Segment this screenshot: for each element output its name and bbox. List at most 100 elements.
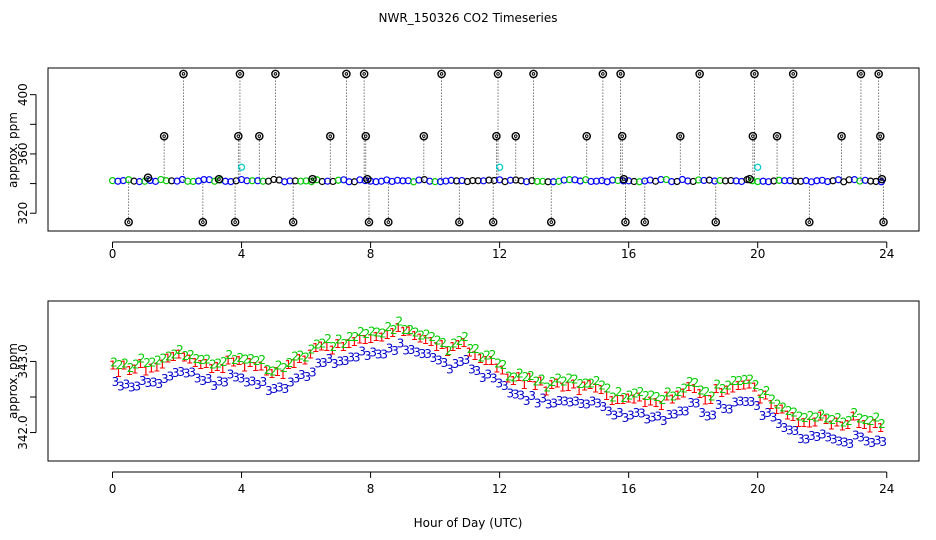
- bottom-series-1-point: 1: [811, 415, 819, 429]
- bottom-series-2-point: 2: [165, 350, 173, 364]
- bottom-series-3-point: 3: [545, 397, 553, 411]
- top-outlier-point: [640, 217, 650, 227]
- bottom-series-2-point: 2: [385, 320, 393, 334]
- top-baseline-point: [474, 177, 482, 185]
- bottom-series-2-point: 2: [204, 353, 212, 367]
- top-outlier-point-center: [752, 72, 757, 76]
- bottom-series-3-point: 3: [852, 429, 860, 443]
- top-baseline-point: [200, 176, 208, 184]
- top-baseline-point: [721, 177, 730, 185]
- bottom-series-1-point: 1: [784, 408, 792, 422]
- bottom-series-2-point: 2: [335, 332, 343, 346]
- top-y-axis-label: approx. ppm: [6, 112, 20, 188]
- bottom-series-2-point: 2: [730, 374, 738, 388]
- bottom-series-2-point: 2: [681, 382, 689, 396]
- bottom-series-3-point: 3: [474, 364, 482, 378]
- top-outlier-point: [419, 131, 429, 141]
- top-outlier-point-center: [775, 134, 779, 138]
- bottom-series-3-point: 3: [660, 414, 668, 428]
- top-outlier-point: [837, 131, 846, 141]
- bottom-series-3-point: 3: [671, 407, 679, 421]
- bottom-series-2-point: 2: [138, 352, 146, 366]
- top-outlier-point: [875, 131, 885, 141]
- top-outlier-point: [493, 69, 503, 79]
- bottom-series-3-point: 3: [764, 406, 772, 420]
- bottom-series-3-point: 3: [457, 355, 465, 369]
- bottom-series-3-point: 3: [413, 346, 421, 360]
- bottom-series-3-point: 3: [611, 409, 619, 423]
- bottom-series-1-point: 1: [175, 347, 183, 361]
- top-baseline-point: [297, 177, 305, 185]
- top-outlier-point-center: [364, 134, 368, 138]
- top-outlier-point-center: [514, 134, 518, 138]
- bottom-series-2-point: 2: [576, 377, 584, 391]
- bottom-series-3-point: 3: [572, 394, 580, 408]
- bottom-series-2-point: 2: [522, 370, 530, 384]
- top-outlier-point: [325, 131, 335, 141]
- bottom-series-3-point: 3: [874, 433, 882, 447]
- bottom-series-2-point: 2: [735, 374, 743, 388]
- bottom-series-1-point: 1: [740, 378, 748, 392]
- bottom-series-2-point: 2: [417, 328, 425, 342]
- top-outlier-point-center: [291, 220, 295, 224]
- bottom-series-3-point: 3: [495, 376, 503, 390]
- bottom-series-1-point: 1: [120, 358, 128, 372]
- bottom-series-2-point: 2: [500, 358, 508, 372]
- bottom-series-3-point: 3: [293, 372, 301, 386]
- bottom-series-1-point: 1: [339, 340, 347, 354]
- bottom-series-2-point: 2: [368, 325, 376, 339]
- bottom-series-1-point: 1: [295, 352, 303, 366]
- top-x-tick-label: 12: [492, 247, 507, 261]
- bottom-series-3-point: 3: [375, 347, 383, 361]
- top-baseline-point: [286, 177, 294, 185]
- bottom-series-1-point: 1: [526, 371, 534, 385]
- bottom-series-2-point: 2: [236, 351, 244, 365]
- bottom-series-3-point: 3: [468, 362, 476, 376]
- bottom-series-3-point: 3: [655, 410, 663, 424]
- bottom-series-2-point: 2: [851, 406, 859, 420]
- bottom-series-1-point: 1: [455, 338, 463, 352]
- bottom-series-3-point: 3: [556, 394, 564, 408]
- top-outlier-point-center: [601, 72, 605, 76]
- bottom-series-3-point: 3: [841, 436, 849, 450]
- bottom-series-3-point: 3: [846, 437, 854, 451]
- top-baseline-point: [587, 177, 595, 186]
- top-outlier-point-center: [531, 72, 536, 76]
- bottom-series-2-point: 2: [631, 386, 639, 400]
- bottom-series-1-point: 1: [597, 383, 605, 397]
- bottom-series-2-point: 2: [242, 353, 250, 367]
- bottom-series-1-point: 1: [729, 382, 737, 396]
- top-x-tick-label: 16: [621, 247, 636, 261]
- bottom-series-3-point: 3: [731, 396, 739, 410]
- bottom-series-1-point: 1: [778, 403, 786, 417]
- top-highlight-point: [237, 163, 246, 171]
- bottom-series-1-point: 1: [866, 421, 874, 435]
- top-outlier-point: [772, 131, 782, 141]
- bottom-series-2-point: 2: [456, 334, 464, 348]
- bottom-series-2-point: 2: [675, 385, 683, 399]
- bottom-series-3-point: 3: [501, 379, 509, 393]
- bottom-series-3-point: 3: [616, 406, 624, 420]
- bottom-series-2-point: 2: [834, 411, 842, 425]
- x-axis-label: Hour of Day (UTC): [414, 516, 523, 530]
- bottom-series-1-point: 1: [537, 374, 545, 388]
- bottom-series-1-point: 1: [712, 382, 720, 396]
- top-outlier-point-center: [859, 72, 863, 76]
- top-outlier-point-center: [678, 134, 683, 138]
- bottom-series-2-point: 2: [302, 350, 310, 364]
- bottom-series-2-point: 2: [845, 414, 853, 428]
- top-outlier-point: [619, 174, 629, 184]
- top-outlier-point-center: [457, 220, 462, 224]
- bottom-series-3-point: 3: [117, 379, 125, 393]
- top-outlier-point: [879, 217, 888, 227]
- top-highlight-point: [495, 163, 504, 171]
- bottom-series-2-point: 2: [346, 330, 354, 344]
- bottom-series-3-point: 3: [786, 423, 794, 437]
- top-outlier-point: [877, 174, 887, 184]
- bottom-series-2-point: 2: [209, 358, 217, 372]
- bottom-series-2-point: 2: [215, 356, 223, 370]
- bottom-series-1-point: 1: [723, 383, 731, 397]
- top-baseline-point: [700, 176, 708, 185]
- top-outlier-point-center: [643, 220, 647, 224]
